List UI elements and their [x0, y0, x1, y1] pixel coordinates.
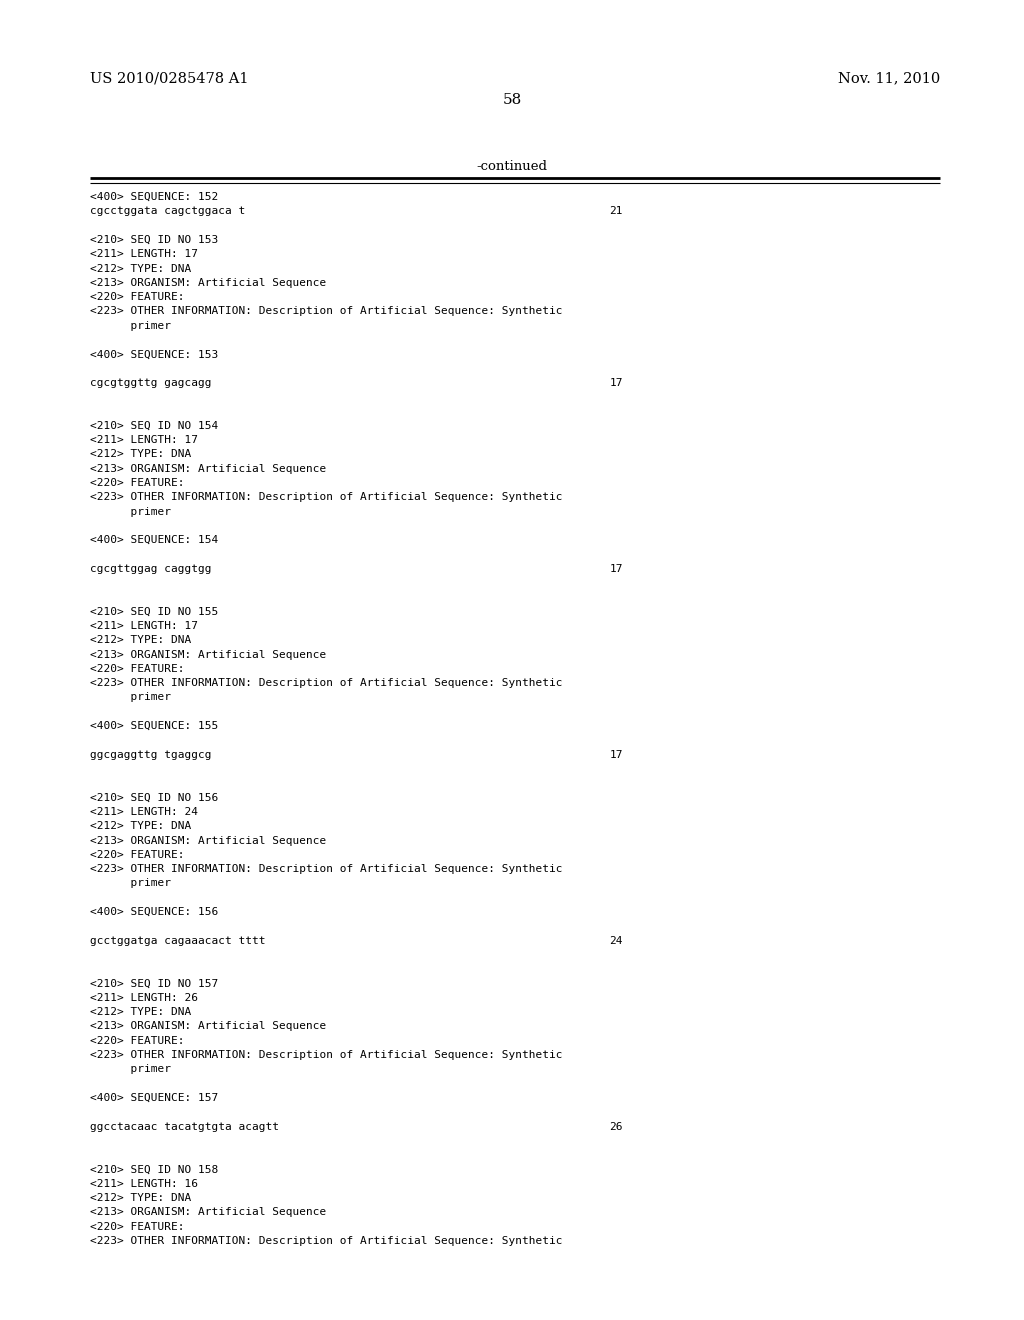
- Text: <210> SEQ ID NO 157: <210> SEQ ID NO 157: [90, 978, 218, 989]
- Text: <223> OTHER INFORMATION: Description of Artificial Sequence: Synthetic: <223> OTHER INFORMATION: Description of …: [90, 492, 562, 503]
- Text: <213> ORGANISM: Artificial Sequence: <213> ORGANISM: Artificial Sequence: [90, 1208, 327, 1217]
- Text: primer: primer: [90, 321, 171, 331]
- Text: 26: 26: [609, 1122, 623, 1131]
- Text: cgcctggata cagctggaca t: cgcctggata cagctggaca t: [90, 206, 246, 216]
- Text: <400> SEQUENCE: 152: <400> SEQUENCE: 152: [90, 191, 218, 202]
- Text: primer: primer: [90, 693, 171, 702]
- Text: <210> SEQ ID NO 158: <210> SEQ ID NO 158: [90, 1164, 218, 1175]
- Text: <210> SEQ ID NO 153: <210> SEQ ID NO 153: [90, 235, 218, 246]
- Text: primer: primer: [90, 1064, 171, 1074]
- Text: <220> FEATURE:: <220> FEATURE:: [90, 478, 184, 488]
- Text: <211> LENGTH: 24: <211> LENGTH: 24: [90, 807, 198, 817]
- Text: <213> ORGANISM: Artificial Sequence: <213> ORGANISM: Artificial Sequence: [90, 836, 327, 846]
- Text: <400> SEQUENCE: 153: <400> SEQUENCE: 153: [90, 350, 218, 359]
- Text: <220> FEATURE:: <220> FEATURE:: [90, 292, 184, 302]
- Text: <220> FEATURE:: <220> FEATURE:: [90, 850, 184, 859]
- Text: <211> LENGTH: 17: <211> LENGTH: 17: [90, 249, 198, 259]
- Text: ggcgaggttg tgaggcg: ggcgaggttg tgaggcg: [90, 750, 212, 760]
- Text: 24: 24: [609, 936, 623, 945]
- Text: <210> SEQ ID NO 155: <210> SEQ ID NO 155: [90, 607, 218, 616]
- Text: <212> TYPE: DNA: <212> TYPE: DNA: [90, 449, 191, 459]
- Text: <213> ORGANISM: Artificial Sequence: <213> ORGANISM: Artificial Sequence: [90, 277, 327, 288]
- Text: 21: 21: [609, 206, 623, 216]
- Text: cgcgttggag caggtgg: cgcgttggag caggtgg: [90, 564, 212, 574]
- Text: <212> TYPE: DNA: <212> TYPE: DNA: [90, 821, 191, 832]
- Text: <220> FEATURE:: <220> FEATURE:: [90, 1036, 184, 1045]
- Text: <211> LENGTH: 17: <211> LENGTH: 17: [90, 620, 198, 631]
- Text: <213> ORGANISM: Artificial Sequence: <213> ORGANISM: Artificial Sequence: [90, 1022, 327, 1031]
- Text: gcctggatga cagaaacact tttt: gcctggatga cagaaacact tttt: [90, 936, 265, 945]
- Text: Nov. 11, 2010: Nov. 11, 2010: [838, 71, 940, 84]
- Text: <220> FEATURE:: <220> FEATURE:: [90, 1221, 184, 1232]
- Text: -continued: -continued: [476, 161, 548, 173]
- Text: <213> ORGANISM: Artificial Sequence: <213> ORGANISM: Artificial Sequence: [90, 463, 327, 474]
- Text: <211> LENGTH: 16: <211> LENGTH: 16: [90, 1179, 198, 1189]
- Text: <210> SEQ ID NO 154: <210> SEQ ID NO 154: [90, 421, 218, 430]
- Text: <223> OTHER INFORMATION: Description of Artificial Sequence: Synthetic: <223> OTHER INFORMATION: Description of …: [90, 678, 562, 688]
- Text: <212> TYPE: DNA: <212> TYPE: DNA: [90, 1007, 191, 1018]
- Text: primer: primer: [90, 878, 171, 888]
- Text: US 2010/0285478 A1: US 2010/0285478 A1: [90, 71, 249, 84]
- Text: 17: 17: [609, 378, 623, 388]
- Text: 58: 58: [503, 92, 521, 107]
- Text: <400> SEQUENCE: 156: <400> SEQUENCE: 156: [90, 907, 218, 917]
- Text: ggcctacaac tacatgtgta acagtt: ggcctacaac tacatgtgta acagtt: [90, 1122, 279, 1131]
- Text: <400> SEQUENCE: 157: <400> SEQUENCE: 157: [90, 1093, 218, 1104]
- Text: <211> LENGTH: 17: <211> LENGTH: 17: [90, 436, 198, 445]
- Text: <211> LENGTH: 26: <211> LENGTH: 26: [90, 993, 198, 1003]
- Text: <223> OTHER INFORMATION: Description of Artificial Sequence: Synthetic: <223> OTHER INFORMATION: Description of …: [90, 1236, 562, 1246]
- Text: <400> SEQUENCE: 155: <400> SEQUENCE: 155: [90, 721, 218, 731]
- Text: <212> TYPE: DNA: <212> TYPE: DNA: [90, 635, 191, 645]
- Text: <212> TYPE: DNA: <212> TYPE: DNA: [90, 264, 191, 273]
- Text: primer: primer: [90, 507, 171, 516]
- Text: cgcgtggttg gagcagg: cgcgtggttg gagcagg: [90, 378, 212, 388]
- Text: 17: 17: [609, 750, 623, 760]
- Text: <220> FEATURE:: <220> FEATURE:: [90, 664, 184, 675]
- Text: <212> TYPE: DNA: <212> TYPE: DNA: [90, 1193, 191, 1203]
- Text: <213> ORGANISM: Artificial Sequence: <213> ORGANISM: Artificial Sequence: [90, 649, 327, 660]
- Text: <223> OTHER INFORMATION: Description of Artificial Sequence: Synthetic: <223> OTHER INFORMATION: Description of …: [90, 306, 562, 317]
- Text: 17: 17: [609, 564, 623, 574]
- Text: <400> SEQUENCE: 154: <400> SEQUENCE: 154: [90, 535, 218, 545]
- Text: <223> OTHER INFORMATION: Description of Artificial Sequence: Synthetic: <223> OTHER INFORMATION: Description of …: [90, 865, 562, 874]
- Text: <223> OTHER INFORMATION: Description of Artificial Sequence: Synthetic: <223> OTHER INFORMATION: Description of …: [90, 1049, 562, 1060]
- Text: <210> SEQ ID NO 156: <210> SEQ ID NO 156: [90, 792, 218, 803]
